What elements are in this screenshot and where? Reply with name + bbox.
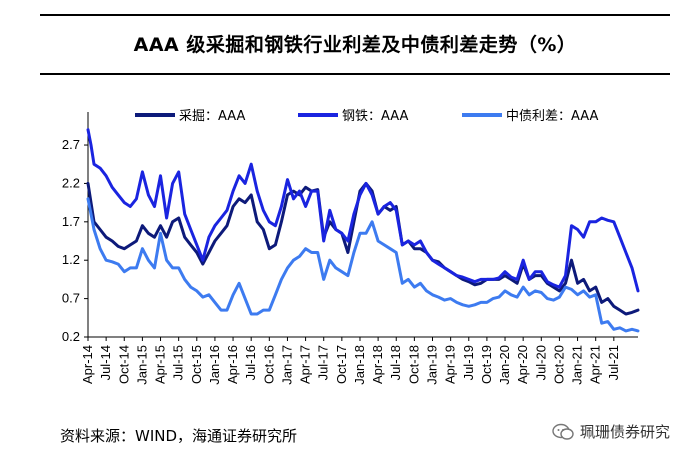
x-tick-label: Oct-14 bbox=[116, 345, 131, 384]
line-chart: 采掘：AAA 钢铁：AAA 中债利差：AAA 2.72.21.71.20.70.2A… bbox=[62, 109, 640, 385]
x-tick-label: Oct-15 bbox=[189, 345, 204, 384]
chart-title: AAA 级采掘和钢铁行业利差及中债利差走势（%） bbox=[133, 34, 577, 56]
legend-label-1: 采掘：AAA bbox=[179, 109, 246, 124]
x-tick-label: Jul-16 bbox=[243, 345, 258, 380]
x-tick-label: Jul-15 bbox=[171, 345, 186, 380]
x-tick-label: Apr-18 bbox=[370, 345, 385, 384]
legend-label-3: 中债利差：AAA bbox=[506, 109, 599, 124]
x-tick-label: Jan-15 bbox=[134, 345, 149, 385]
x-tick-label: Jul-14 bbox=[98, 345, 113, 380]
x-tick-label: Jul-20 bbox=[533, 345, 548, 380]
x-tick-label: Apr-17 bbox=[298, 345, 313, 384]
x-tick-label: Apr-21 bbox=[588, 345, 603, 384]
x-tick-label: Oct-17 bbox=[334, 345, 349, 384]
x-tick-label: Apr-15 bbox=[153, 345, 168, 384]
y-tick-label: 0.2 bbox=[62, 329, 80, 344]
x-tick-label: Jan-18 bbox=[352, 345, 367, 385]
x-tick-label: Jan-19 bbox=[425, 345, 440, 385]
x-tick-label: Jan-21 bbox=[570, 345, 585, 385]
y-tick-label: 2.2 bbox=[62, 175, 80, 190]
x-tick-label: Apr-19 bbox=[443, 345, 458, 384]
y-tick-label: 1.2 bbox=[62, 252, 80, 267]
x-tick-label: Jul-21 bbox=[606, 345, 621, 380]
series-line-3 bbox=[86, 197, 640, 333]
x-tick-label: Jan-17 bbox=[279, 345, 294, 385]
y-tick-label: 0.7 bbox=[62, 291, 80, 306]
legend-label-2: 钢铁：AAA bbox=[342, 109, 409, 124]
y-tick-label: 1.7 bbox=[62, 214, 80, 229]
x-tick-label: Jul-19 bbox=[461, 345, 476, 380]
y-tick-label: 2.7 bbox=[62, 137, 80, 152]
x-tick-label: Apr-16 bbox=[225, 345, 240, 384]
x-tick-label: Jan-16 bbox=[207, 345, 222, 385]
watermark-text: 珮珊债券研究 bbox=[579, 423, 670, 441]
x-tick-label: Jan-20 bbox=[497, 345, 512, 385]
legend: 采掘：AAA 钢铁：AAA 中债利差：AAA bbox=[135, 109, 599, 124]
x-tick-label: Jul-18 bbox=[388, 345, 403, 380]
x-tick-label: Oct-20 bbox=[551, 345, 566, 384]
top-rule bbox=[40, 14, 670, 16]
x-tick-label: Oct-16 bbox=[261, 345, 276, 384]
series-lines bbox=[86, 128, 640, 333]
x-tick-label: Jul-17 bbox=[316, 345, 331, 380]
series-line-2 bbox=[86, 128, 640, 293]
x-tick-label: Oct-18 bbox=[406, 345, 421, 384]
source-note: 资料来源：WIND，海通证券研究所 bbox=[60, 427, 298, 445]
x-tick-label: Apr-20 bbox=[515, 345, 530, 384]
x-tick-label: Oct-19 bbox=[479, 345, 494, 384]
title-rule bbox=[40, 73, 670, 75]
watermark: 珮珊债券研究 bbox=[552, 421, 670, 442]
wechat-icon bbox=[552, 423, 574, 440]
x-tick-label: Apr-14 bbox=[80, 345, 95, 384]
